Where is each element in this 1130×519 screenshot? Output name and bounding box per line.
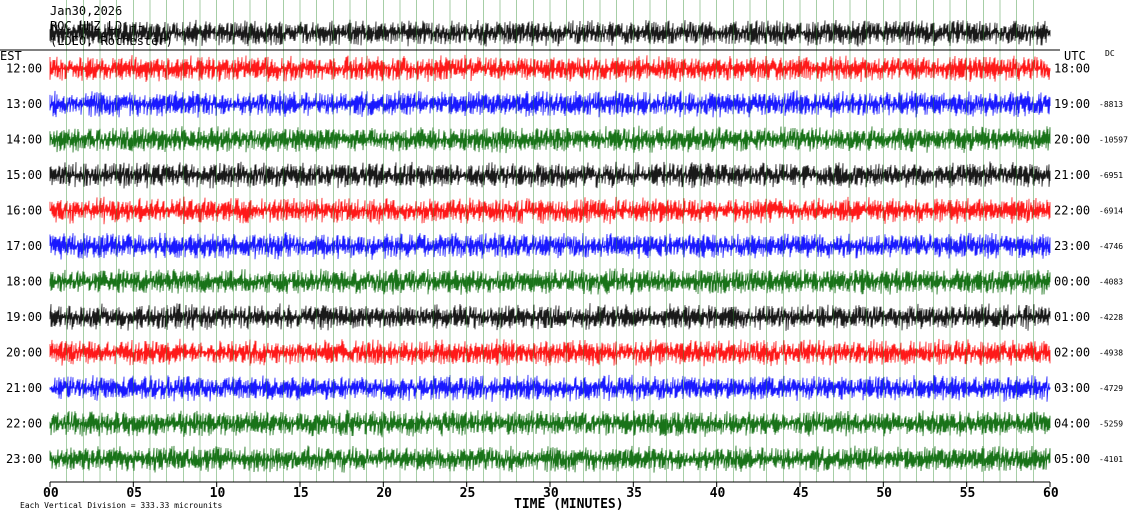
dc-value-label: -4746 [1099, 242, 1123, 251]
est-hour-label: 15:00 [6, 168, 42, 182]
est-labels: 12:00 13:00 14:00 15:00 16:00 17:00 18:00 19:00… [6, 62, 42, 467]
est-hour-label: 17:00 [6, 239, 42, 253]
est-hour-label: 16:00 [6, 204, 42, 218]
utc-hour-label: 01:00 [1054, 310, 1090, 324]
dc-value-label: -4729 [1099, 384, 1123, 393]
dc-value-label: -4228 [1099, 313, 1123, 322]
utc-hour-label: 23:00 [1054, 239, 1090, 253]
utc-hour-label: 02:00 [1054, 346, 1090, 360]
est-hour-label: 20:00 [6, 346, 42, 360]
x-tick-label: 00 [43, 486, 59, 501]
dc-value-label: -10597 [1099, 136, 1128, 145]
dc-value-label: -8813 [1099, 100, 1123, 109]
x-tick-label: 55 [960, 486, 976, 501]
x-tick-label: 30 [543, 486, 559, 501]
est-hour-label: 18:00 [6, 275, 42, 289]
utc-hour-label: 21:00 [1054, 168, 1090, 182]
x-tick-label: 35 [626, 486, 642, 501]
x-tick-label: 50 [876, 486, 892, 501]
est-hour-label: 13:00 [6, 97, 42, 111]
utc-labels: 18:00 19:00 20:00 21:00 22:00 23:00 00:00 01:00… [1054, 62, 1090, 467]
dc-labels: -8813 -10597 -6951 -6914 -4746 -4083 -4228 -493… [1099, 100, 1128, 464]
x-tick-labels: 00 05 10 15 20 25 30 35 40 45 50 55 60 [43, 482, 1059, 501]
est-hour-label: 12:00 [6, 62, 42, 76]
dc-value-label: -4083 [1099, 278, 1123, 287]
utc-hour-label: 19:00 [1054, 97, 1090, 111]
dc-header-label: DC [1105, 49, 1115, 58]
dc-value-label: -5259 [1099, 420, 1123, 429]
x-tick-label: 45 [793, 486, 809, 501]
utc-hour-label: 00:00 [1054, 275, 1090, 289]
x-tick-label: 25 [460, 486, 476, 501]
utc-hour-label: 18:00 [1054, 62, 1090, 76]
utc-hour-label: 20:00 [1054, 133, 1090, 147]
x-tick-label: 40 [710, 486, 726, 501]
x-tick-label: 20 [376, 486, 392, 501]
x-tick-label: 15 [293, 486, 309, 501]
dc-value-label: -6951 [1099, 171, 1123, 180]
x-tick-label: 10 [210, 486, 226, 501]
dc-value-label: -4938 [1099, 349, 1123, 358]
est-hour-label: 22:00 [6, 417, 42, 431]
utc-hour-label: 05:00 [1054, 452, 1090, 466]
est-hour-label: 19:00 [6, 310, 42, 324]
est-hour-label: 14:00 [6, 133, 42, 147]
x-tick-label: 05 [126, 486, 142, 501]
utc-zone-label: UTC [1064, 49, 1086, 63]
dc-value-label: -4101 [1099, 455, 1123, 464]
utc-hour-label: 03:00 [1054, 381, 1090, 395]
utc-hour-label: 04:00 [1054, 417, 1090, 431]
grid-layer [66, 0, 1034, 482]
est-hour-label: 23:00 [6, 452, 42, 466]
footnote: Each Vertical Division = 333.33 microuni… [20, 501, 222, 510]
x-tick-label: 60 [1043, 486, 1059, 501]
utc-hour-label: 22:00 [1054, 204, 1090, 218]
date-label: Jan30,2026 [50, 4, 123, 18]
est-zone-label: EST [0, 49, 22, 63]
x-axis-title: TIME (MINUTES) [514, 497, 624, 512]
est-hour-label: 21:00 [6, 381, 42, 395]
dc-value-label: -6914 [1099, 207, 1123, 216]
